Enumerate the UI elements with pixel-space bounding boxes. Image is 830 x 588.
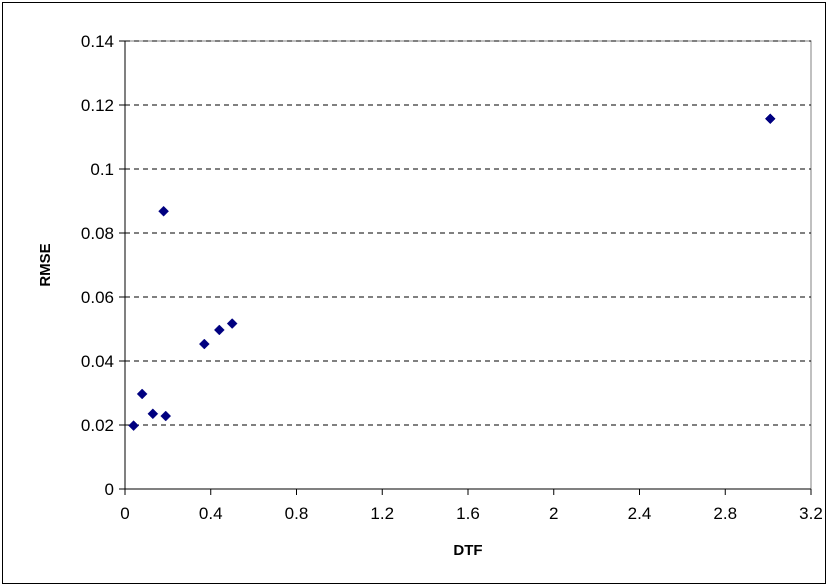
data-point-0-2: [147, 408, 159, 420]
y-tick-label-0: 0: [105, 480, 114, 499]
x-tick-label-0: 0: [120, 504, 129, 523]
x-tick-label-7: 2.8: [713, 504, 737, 523]
y-tick-label-3: 0.06: [81, 288, 114, 307]
y-tick-label-5: 0.1: [90, 160, 114, 179]
x-tick-label-5: 2: [549, 504, 558, 523]
plot-area: [124, 40, 812, 490]
data-point-0-3: [158, 205, 169, 217]
y-tick-labels: 0 0.02 0.04 0.06 0.08 0.1 0.12 0.14: [81, 32, 114, 499]
data-point-0-1: [136, 388, 148, 400]
x-tick-label-3: 1.2: [370, 504, 394, 523]
data-point-0-5: [198, 338, 210, 350]
data-point-0-0: [128, 420, 139, 431]
x-tick-label-8: 3.2: [799, 504, 823, 523]
x-tick-label-4: 1.6: [456, 504, 480, 523]
x-axis-title: DTF: [453, 542, 482, 559]
data-point-0-8: [764, 113, 776, 125]
x-tick-label-2: 0.8: [285, 504, 309, 523]
data-point-0-4: [160, 410, 172, 422]
axes: [119, 40, 812, 495]
y-tick-label-7: 0.14: [81, 32, 114, 51]
y-tick-label-4: 0.08: [81, 224, 114, 243]
gridlines: [125, 40, 811, 426]
data-point-0-6: [213, 324, 225, 336]
data-points: [128, 113, 776, 431]
y-tick-label-2: 0.04: [81, 352, 114, 371]
data-point-0-7: [226, 318, 238, 329]
y-tick-label-6: 0.12: [81, 96, 114, 115]
y-axis-title: RMSE: [37, 243, 54, 286]
x-tick-label-1: 0.4: [199, 504, 223, 523]
x-tick-label-6: 2.4: [628, 504, 652, 523]
y-tick-label-1: 0.02: [81, 416, 114, 435]
x-tick-labels: 0 0.4 0.8 1.2 1.6 2 2.4 2.8 3.2: [120, 504, 823, 523]
